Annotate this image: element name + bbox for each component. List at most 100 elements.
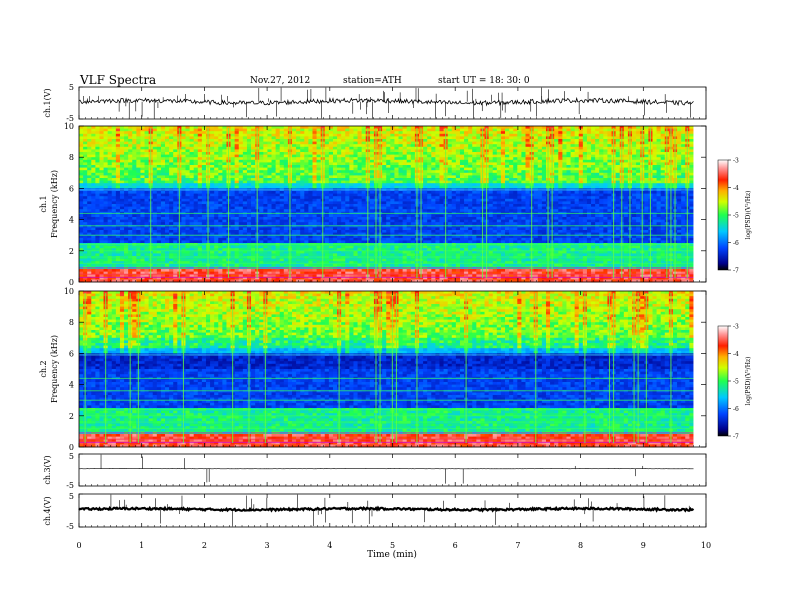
spectrogram-cell: [79, 136, 84, 140]
spectrogram-cell: [296, 261, 301, 265]
spectrogram-cell: [246, 201, 252, 205]
spectrogram-cell: [382, 279, 387, 283]
spectrogram-cell: [91, 191, 96, 194]
spectrogram-cell: [353, 149, 358, 153]
spectrogram-cell: [382, 172, 387, 176]
spectrogram-cell: [386, 183, 391, 187]
spectrogram-cell: [132, 146, 137, 150]
spectrogram-cell: [337, 232, 342, 236]
spectrogram-cell: [349, 256, 354, 259]
spectrogram-cell: [165, 214, 170, 218]
spectrogram-cell: [119, 159, 125, 163]
spectrogram-cell: [386, 245, 391, 249]
spectrogram-cell: [312, 126, 317, 129]
spectrogram-cell: [165, 261, 170, 265]
spectrogram-cell: [87, 245, 92, 249]
spectrogram-cell: [246, 180, 252, 184]
spectrogram-cell: [177, 276, 182, 280]
spectrogram-cell: [124, 144, 129, 148]
spectrogram-cell: [251, 245, 256, 249]
spectrogram-cell: [128, 217, 133, 220]
spectrogram-cell: [246, 172, 252, 176]
spectrogram-cell: [124, 191, 129, 194]
spectrogram-cell: [238, 162, 244, 166]
spectrogram-cell: [165, 258, 170, 262]
spectrogram-cell: [103, 183, 109, 187]
spectrogram-cell: [382, 230, 387, 233]
spectrogram-cell: [148, 279, 154, 283]
spectrogram-cell: [119, 235, 125, 239]
spectrogram-cell: [279, 178, 285, 181]
spectrogram-cell: [259, 191, 264, 194]
spectrogram-cell: [160, 175, 166, 179]
spectrogram-cell: [296, 152, 301, 155]
spectrogram-cell: [357, 167, 363, 171]
spectrogram-cell: [242, 126, 248, 129]
spectrogram-cell: [185, 235, 191, 239]
spectrogram-cell: [91, 162, 96, 166]
spectrogram-cell: [111, 183, 117, 187]
spectrogram-cell: [271, 178, 277, 181]
spectrogram-cell: [332, 258, 338, 262]
spectrogram-cell: [390, 152, 395, 155]
spectrogram-cell: [148, 276, 154, 280]
spectrogram-cell: [242, 258, 248, 262]
spectrogram-cell: [308, 269, 313, 272]
spectrogram-cell: [369, 204, 375, 207]
spectrogram-cell: [218, 230, 223, 233]
spectrogram-cell: [398, 167, 404, 171]
spectrogram-cell: [275, 209, 281, 213]
spectrogram-cell: [308, 263, 313, 267]
spectrogram-cell: [267, 139, 272, 142]
spectrogram-cell: [218, 175, 223, 179]
spectrogram-cell: [328, 204, 334, 207]
spectrogram-cell: [201, 196, 207, 200]
spectrogram-cell: [345, 214, 350, 218]
spectrogram-cell: [406, 222, 412, 226]
spectrogram-cell: [197, 165, 203, 168]
spectrogram-cell: [341, 126, 346, 129]
spectrogram-cell: [111, 149, 117, 153]
spectrogram-cell: [201, 209, 207, 213]
spectrogram-cell: [230, 204, 236, 207]
spectrogram-cell: [181, 253, 186, 257]
spectrogram-cell: [152, 230, 158, 233]
spectrogram-cell: [267, 279, 272, 283]
spectrogram-cell: [111, 237, 117, 241]
spectrogram-cell: [267, 230, 272, 233]
spectrogram-cell: [115, 167, 121, 171]
spectrogram-cell: [91, 227, 96, 231]
spectrogram-cell: [341, 136, 346, 140]
spectrogram-cell: [308, 167, 313, 171]
spectrogram-cell: [341, 237, 346, 241]
spectrogram-cell: [103, 217, 109, 220]
spectrogram-cell: [169, 157, 174, 161]
spectrogram-cell: [111, 128, 117, 132]
spectrogram-cell: [337, 126, 342, 129]
spectrogram-cell: [107, 206, 113, 210]
spectrogram-cell: [136, 172, 141, 176]
spectrogram-cell: [185, 263, 191, 267]
spectrogram-cell: [238, 185, 244, 189]
spectrogram-cell: [410, 263, 416, 267]
spectrogram-cell: [91, 245, 96, 249]
spectrogram-cell: [312, 144, 317, 148]
spectrogram-cell: [279, 263, 285, 267]
spectrogram-cell: [99, 248, 104, 252]
spectrogram-cell: [353, 180, 358, 184]
spectrogram-cell: [99, 126, 104, 129]
spectrogram-cell: [87, 279, 92, 283]
spectrogram-cell: [91, 198, 96, 202]
spectrogram-cell: [308, 206, 313, 210]
spectrogram-cell: [361, 230, 367, 233]
spectrogram-cell: [275, 146, 281, 150]
spectrogram-cell: [369, 269, 375, 272]
spectrogram-cell: [91, 222, 96, 226]
spectrogram-cell: [353, 141, 358, 145]
spectrogram-cell: [390, 224, 395, 228]
spectrogram-cell: [234, 261, 240, 265]
spectrogram-cell: [324, 217, 330, 220]
spectrogram-cell: [91, 269, 96, 272]
spectrogram-cell: [349, 193, 354, 197]
spectrogram-cell: [124, 263, 129, 267]
